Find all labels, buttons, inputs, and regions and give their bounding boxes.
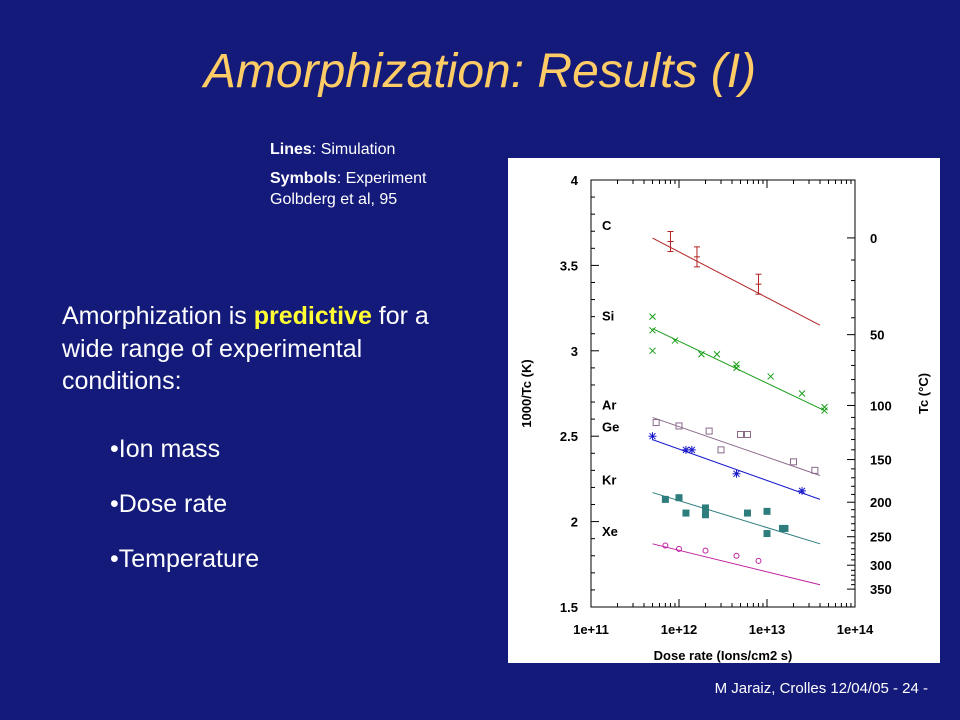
point-kr [701,504,709,512]
point-ar [743,430,751,438]
point-c [693,246,700,268]
bullet-item: •Ion mass [110,435,221,463]
series-line-xe [652,543,821,586]
series-label-c: C [602,218,612,233]
legend-symbols: Symbols: Experiment [270,169,427,187]
series-line-ge [652,439,821,500]
point-ge [732,469,741,478]
point-kr [682,509,690,517]
point-ar [705,427,713,435]
y2-tick-label: 150 [870,453,892,468]
point-xe [662,542,669,549]
y-tick-label: 2 [571,515,578,530]
point-ar [789,458,797,466]
series-label-kr: Kr [602,473,616,488]
bullet-list: •Ion mass •Dose rate •Temperature [110,435,259,600]
point-xe [676,545,682,552]
point-si [798,390,806,397]
footer: M Jaraiz, Crolles 12/04/05 - 24 - [714,680,928,697]
x-tick-label: 1e+11 [573,622,609,637]
point-kr [763,530,771,538]
plot-frame [590,179,856,608]
chart-svg: 1e+11 1e+12 1e+13 1e+14 1.5 2 2.5 3 3.5 4 0 50 100 15… [519,173,931,663]
y-tick-label: 2.5 [560,429,578,444]
point-si [767,373,774,380]
point-si [649,326,656,334]
point-xe [755,557,762,564]
y2-tick-label: 350 [870,582,892,597]
point-ar [737,430,745,438]
point-c [667,230,674,252]
point-kr [701,511,709,519]
point-ar [675,422,683,430]
point-si [733,361,740,368]
series-line-ar [652,416,821,476]
series-line-c [652,237,821,326]
point-si [713,350,721,358]
point-ge [681,445,690,454]
point-si [698,350,705,358]
body-paragraph: Amorphization is predictive for a wide r… [62,302,429,395]
bullet-item: •Temperature [110,545,260,573]
legend-reference: Golbderg et al, 95 [270,190,398,208]
point-kr [763,507,771,515]
x-tick-label: 1e+13 [749,622,786,637]
x-tick-label: 1e+12 [661,622,698,637]
point-si [649,313,656,320]
bullet-item: •Dose rate [110,490,228,518]
y-tick-label: 1.5 [560,600,578,615]
point-c [755,273,762,295]
y-tick-label: 3.5 [560,258,578,273]
y2-tick-label: 100 [870,398,892,413]
y-tick-label: 4 [571,173,579,188]
x-axis-title: Dose rate (Ions/cm2 s) [654,648,793,663]
point-si [733,364,740,372]
point-xe [702,547,709,554]
point-si [821,403,828,411]
point-ge [798,486,807,495]
y2-tick-label: 250 [870,530,892,545]
y2-tick-label: 50 [870,328,884,343]
highlight-word: predictive [253,302,372,330]
point-kr [743,509,751,517]
y-tick-label: 3 [571,344,578,359]
point-kr [675,494,683,502]
point-kr [661,495,669,503]
series-label-ar: Ar [602,397,616,412]
y-axis-title: 1000/Tc (K) [519,359,534,427]
chart-legend-note: Lines: Simulation Symbols: Experiment Go… [270,140,427,218]
point-ar [811,466,819,474]
point-ge [687,445,696,454]
y2-tick-label: 0 [870,231,877,246]
point-kr [781,524,789,532]
point-si [649,347,656,355]
y2-axis-title: Tc (°C) [916,373,931,414]
point-ge [648,432,657,441]
series-label-xe: Xe [602,524,618,539]
x-tick-label: 1e+14 [837,622,874,637]
point-ar [652,419,660,427]
chart-panel: 1e+11 1e+12 1e+13 1e+14 1.5 2 2.5 3 3.5 4 0 50 100 15… [508,158,940,663]
y2-tick-label: 300 [870,558,892,573]
point-si [821,407,828,414]
y2-tick-label: 200 [870,495,892,510]
series-label-ge: Ge [602,420,619,435]
point-ar [717,446,725,454]
legend-lines: Lines: Simulation [270,141,396,158]
point-xe [733,552,740,559]
point-si [671,337,679,344]
slide-title: Amorphization: Results (I) [203,45,757,98]
series-label-si: Si [602,309,614,324]
